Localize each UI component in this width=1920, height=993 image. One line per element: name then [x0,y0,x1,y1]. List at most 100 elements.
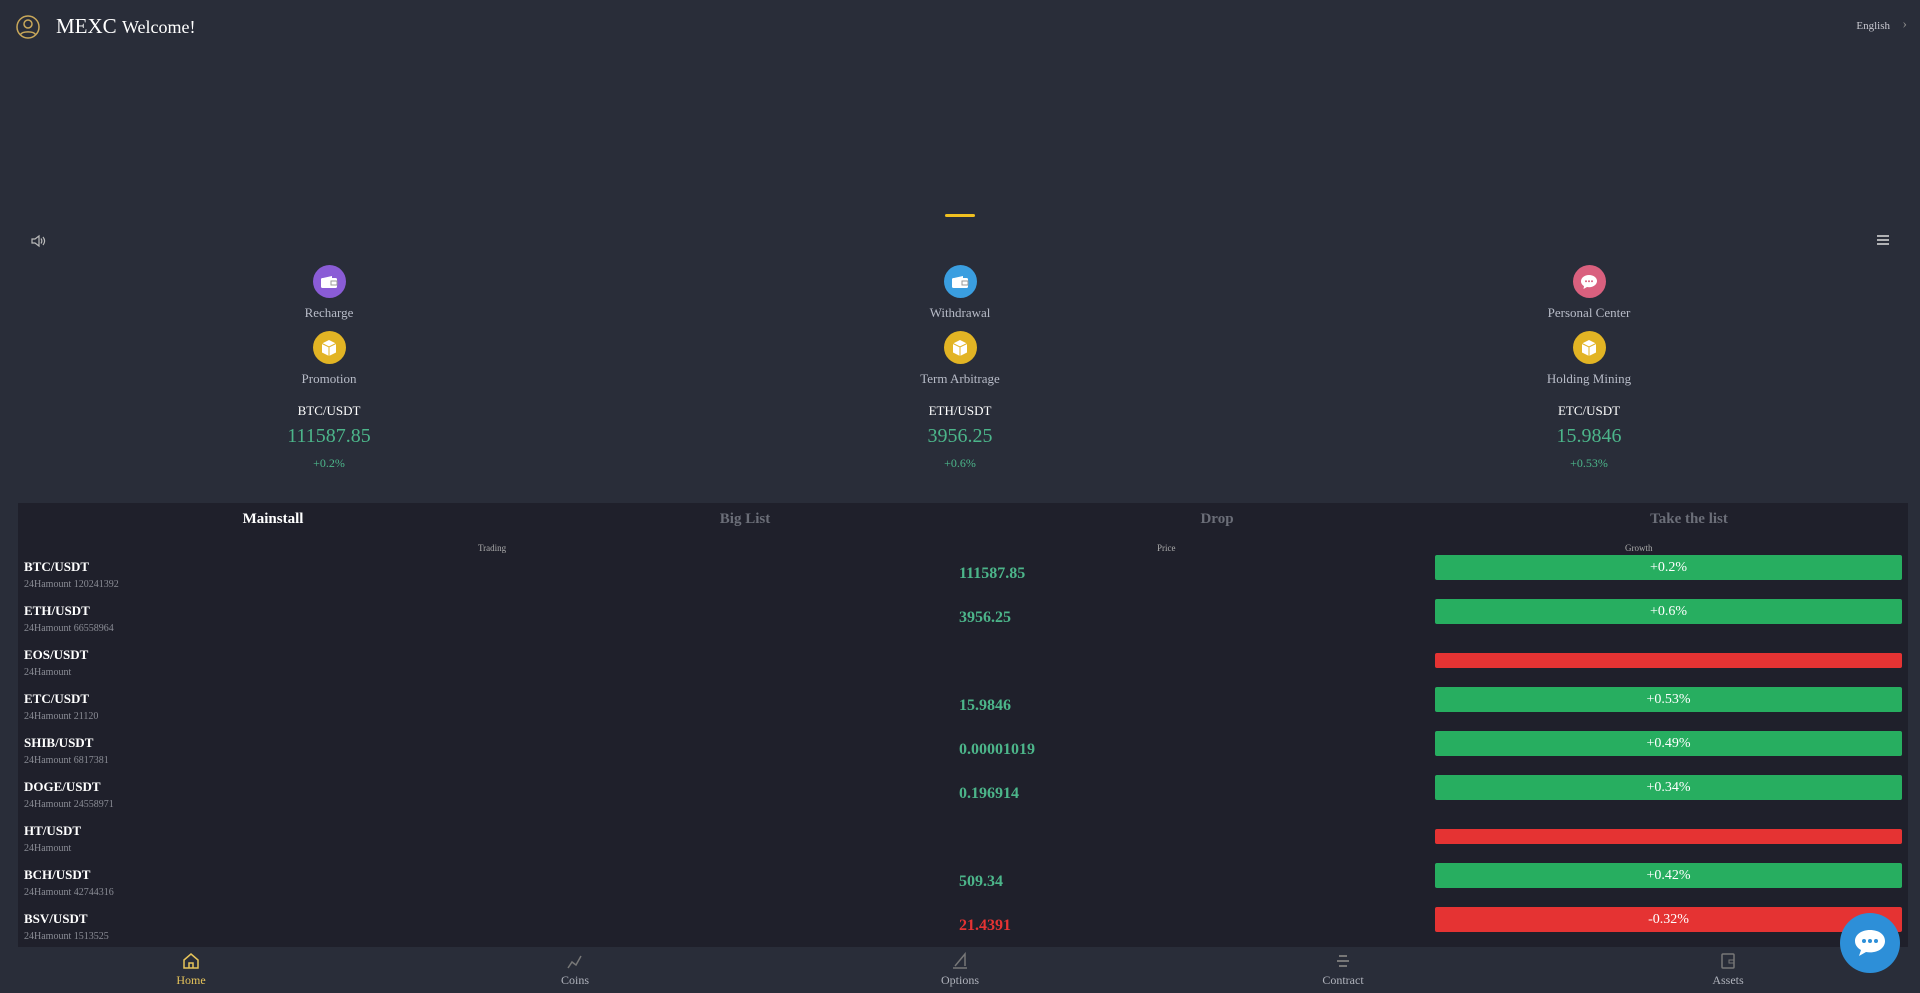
growth-badge: +0.6% [1435,599,1902,624]
wallet-icon [312,265,346,298]
nav-item-contract[interactable]: Contract [1283,951,1403,988]
header: MEXC Welcome! English › [0,0,1920,60]
pair-name: ETH/USDT [24,603,90,618]
growth-badge [1435,653,1902,668]
bottom-nav: Home Coins Options Contract Assets [0,947,1920,993]
market-row[interactable]: ETH/USDT 24Hamount 66558964 3956.25 +0.6% [18,599,1908,647]
24h-amount: 24Hamount 24558971 [24,799,114,810]
banner-indicator[interactable] [945,214,975,217]
quick-action-promotion[interactable]: Promotion [209,331,449,387]
growth-badge: +0.2% [1435,555,1902,580]
quick-action-term-arbitrage[interactable]: Term Arbitrage [840,331,1080,387]
nav-item-assets[interactable]: Assets [1668,951,1788,988]
nav-label: Contract [1322,973,1364,987]
quick-action-label: Term Arbitrage [920,371,1000,386]
growth-badge: -0.32% [1435,907,1902,932]
nav-item-coins[interactable]: Coins [515,951,635,988]
ticker-pair: ETC/USDT [1557,403,1621,418]
box-icon [1572,331,1606,364]
market-row[interactable]: DOGE/USDT 24Hamount 24558971 0.196914 +0.34… [18,775,1908,823]
24h-amount: 24Hamount 6817381 [24,755,109,766]
box-icon [312,331,346,364]
chat-support-button[interactable] [1840,913,1900,973]
price: 111587.85 [959,565,1026,582]
price: 0.196914 [959,785,1019,802]
ticker-card[interactable]: ETH/USDT 3956.25 +0.6% [840,403,1080,471]
column-header-growth: Growth [1625,543,1653,553]
market-row[interactable]: BCH/USDT 24Hamount 42744316 509.34 +0.42% [18,863,1908,911]
nav-label: Coins [560,973,589,987]
quick-action-label: Withdrawal [929,305,991,320]
chart-line-icon [515,951,635,971]
market-row[interactable]: HT/USDT 24Hamount [18,823,1908,867]
market-row[interactable]: SHIB/USDT 24Hamount 6817381 0.00001019 +0.4… [18,731,1908,779]
24h-amount: 24Hamount [24,843,72,854]
pair-name: DOGE/USDT [24,779,101,794]
pair-name: ETC/USDT [24,691,90,706]
ticker-price: 111587.85 [287,425,371,447]
market-row[interactable]: ETC/USDT 24Hamount 21120 15.9846 +0.53% [18,687,1908,735]
quick-action-recharge[interactable]: Recharge [209,265,449,321]
nav-label: Options [940,973,979,987]
quick-action-label: Recharge [304,305,354,320]
quick-action-personal-center[interactable]: Personal Center [1469,265,1709,321]
growth-badge: +0.53% [1435,687,1902,712]
ticker-card[interactable]: BTC/USDT 111587.85 +0.2% [209,403,449,471]
wallet-icon [943,265,977,298]
24h-amount: 24Hamount 1513525 [24,931,109,942]
24h-amount: 24Hamount 21120 [24,711,99,722]
tab-mainstall[interactable]: Mainstall [242,511,304,527]
chat-bubble-icon [1572,265,1606,298]
ticker-price: 15.9846 [1556,425,1622,447]
price: 0.00001019 [959,741,1035,758]
app-title: MEXC Welcome! [56,14,195,39]
ticker-change: +0.6% [944,456,976,470]
market-row[interactable]: EOS/USDT 24Hamount [18,647,1908,691]
market-row[interactable]: BTC/USDT 24Hamount 120241392 111587.85 +0.2… [18,555,1908,603]
options-icon [900,951,1020,971]
nav-item-home[interactable]: Home [131,951,251,988]
quick-action-withdrawal[interactable]: Withdrawal [840,265,1080,321]
price: 21.4391 [959,917,1011,934]
wallet-icon [1668,951,1788,971]
home-icon [131,951,251,971]
tab-take-the-list[interactable]: Take the list [1650,511,1728,527]
language-selector[interactable]: English [1856,20,1890,32]
quick-action-holding-mining[interactable]: Holding Mining [1469,331,1709,387]
pair-name: BCH/USDT [24,867,91,882]
tab-big-list[interactable]: Big List [719,511,771,527]
column-header-price: Price [1157,543,1176,553]
24h-amount: 24Hamount [24,667,72,678]
ticker-price: 3956.25 [927,425,993,447]
nav-item-options[interactable]: Options [900,951,1020,988]
24h-amount: 24Hamount 42744316 [24,887,114,898]
ticker-change: +0.2% [313,456,345,470]
ticker-card[interactable]: ETC/USDT 15.9846 +0.53% [1469,403,1709,471]
price: 3956.25 [959,609,1011,626]
ticker-pair: BTC/USDT [297,403,361,418]
speaker-icon [31,234,46,248]
market-panel: Mainstall Big List Drop Take the list Tr… [18,503,1908,947]
column-header-trading: Trading [478,543,507,553]
24h-amount: 24Hamount 66558964 [24,623,114,634]
pair-name: BTC/USDT [24,559,90,574]
menu-icon[interactable] [1876,233,1890,247]
quick-action-label: Promotion [301,371,357,386]
user-icon[interactable] [16,15,40,39]
tab-drop[interactable]: Drop [1200,511,1234,527]
pair-name: BSV/USDT [24,911,88,926]
quick-action-label: Personal Center [1547,305,1631,320]
ticker-change: +0.53% [1570,456,1608,470]
chevron-right-icon[interactable]: › [1902,17,1907,32]
price: 15.9846 [959,697,1011,714]
growth-badge [1435,829,1902,844]
nav-label: Assets [1712,973,1744,987]
pair-name: EOS/USDT [24,647,89,662]
quick-action-label: Holding Mining [1546,371,1632,386]
market-row[interactable]: BSV/USDT 24Hamount 1513525 21.4391 -0.32% [18,907,1908,947]
growth-badge: +0.49% [1435,731,1902,756]
growth-badge: +0.42% [1435,863,1902,888]
chat-icon [1855,930,1885,956]
welcome-text: Welcome! [121,17,196,37]
nav-label: Home [176,973,206,987]
